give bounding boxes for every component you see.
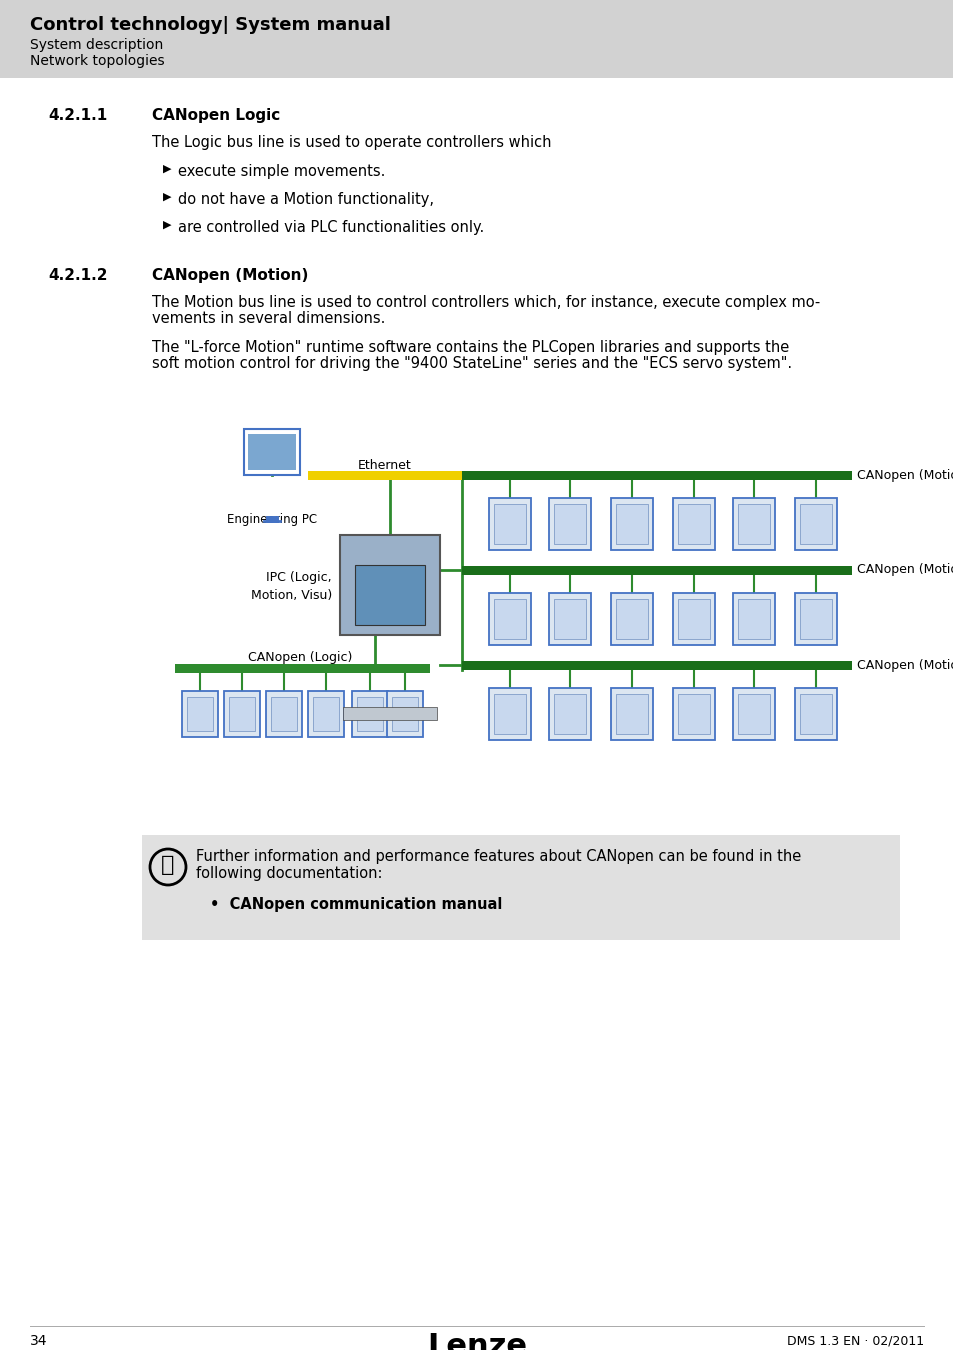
Text: Motion, Visu): Motion, Visu)	[251, 589, 332, 602]
Bar	[554, 504, 585, 544]
Bar	[392, 697, 417, 730]
Bar	[732, 593, 774, 644]
Bar	[244, 429, 299, 475]
Bar	[800, 694, 831, 733]
Bar	[678, 598, 709, 639]
Text: IPC (Logic,: IPC (Logic,	[266, 571, 332, 583]
Bar	[610, 593, 652, 644]
Text: CANopen (Motion)[3]: CANopen (Motion)[3]	[856, 659, 953, 671]
Bar	[0, 0, 953, 78]
Text: Ethernet: Ethernet	[357, 459, 412, 472]
Bar	[548, 593, 590, 644]
Text: Lenze: Lenze	[427, 1332, 526, 1350]
Text: The "L-force Motion" runtime software contains the PLCopen libraries and support: The "L-force Motion" runtime software co…	[152, 340, 788, 355]
Text: •  CANopen communication manual: • CANopen communication manual	[210, 896, 502, 913]
Bar	[308, 690, 344, 737]
Text: Control technology| System manual: Control technology| System manual	[30, 16, 391, 34]
Bar	[738, 694, 769, 733]
Bar	[738, 598, 769, 639]
Bar	[616, 504, 647, 544]
Bar	[794, 593, 836, 644]
Text: Further information and performance features about CANopen can be found in the: Further information and performance feat…	[195, 849, 801, 864]
Text: 34: 34	[30, 1334, 48, 1349]
Bar	[800, 598, 831, 639]
Bar	[387, 690, 422, 737]
Bar	[494, 598, 525, 639]
Bar	[738, 504, 769, 544]
Bar	[672, 687, 714, 740]
Bar	[308, 471, 461, 479]
Bar	[489, 593, 531, 644]
Bar	[187, 697, 213, 730]
Bar	[142, 836, 899, 940]
Text: 4.2.1.2: 4.2.1.2	[48, 269, 108, 284]
Text: CANopen (Motion): CANopen (Motion)	[152, 269, 308, 284]
Text: following documentation:: following documentation:	[195, 865, 382, 882]
Bar	[489, 687, 531, 740]
Bar	[489, 498, 531, 549]
Bar	[548, 687, 590, 740]
Text: DMS 1.3 EN · 02/2011: DMS 1.3 EN · 02/2011	[786, 1334, 923, 1347]
Text: CANopen (Logic): CANopen (Logic)	[248, 651, 352, 664]
Bar	[461, 471, 851, 479]
Bar	[672, 593, 714, 644]
Text: The Motion bus line is used to control controllers which, for instance, execute : The Motion bus line is used to control c…	[152, 296, 820, 310]
Bar	[313, 697, 338, 730]
Text: ▶: ▶	[163, 220, 172, 230]
Text: are controlled via PLC functionalities only.: are controlled via PLC functionalities o…	[178, 220, 484, 235]
Text: CANopen (Motion)[2]: CANopen (Motion)[2]	[856, 563, 953, 576]
Bar	[672, 498, 714, 549]
Text: CANopen (Motion)[1]: CANopen (Motion)[1]	[856, 468, 953, 482]
Bar	[182, 690, 218, 737]
Text: Engineering PC: Engineering PC	[227, 513, 316, 526]
Text: System description: System description	[30, 38, 163, 53]
Bar	[678, 694, 709, 733]
Bar	[554, 598, 585, 639]
Text: The Logic bus line is used to operate controllers which: The Logic bus line is used to operate co…	[152, 135, 551, 150]
Bar	[461, 660, 851, 670]
Bar	[271, 697, 296, 730]
Bar	[794, 687, 836, 740]
Bar	[248, 433, 295, 470]
Text: soft motion control for driving the "9400 StateLine" series and the "ECS servo s: soft motion control for driving the "940…	[152, 356, 791, 371]
Bar	[678, 504, 709, 544]
Bar	[610, 687, 652, 740]
Text: ▶: ▶	[163, 163, 172, 174]
Text: CANopen Logic: CANopen Logic	[152, 108, 280, 123]
Bar	[732, 498, 774, 549]
Text: do not have a Motion functionality,: do not have a Motion functionality,	[178, 192, 434, 207]
Bar	[174, 663, 430, 672]
Bar	[339, 535, 439, 634]
Circle shape	[150, 849, 186, 886]
Text: 4.2.1.1: 4.2.1.1	[48, 108, 107, 123]
Bar	[554, 694, 585, 733]
Bar	[356, 697, 382, 730]
Bar	[494, 694, 525, 733]
Bar	[548, 498, 590, 549]
Bar	[616, 598, 647, 639]
Bar	[352, 690, 388, 737]
Bar	[461, 566, 851, 575]
Bar	[610, 498, 652, 549]
Text: ▶: ▶	[163, 192, 172, 202]
Bar	[229, 697, 254, 730]
Text: ⓘ: ⓘ	[161, 855, 174, 875]
Bar	[266, 690, 302, 737]
Bar	[224, 690, 260, 737]
Bar	[800, 504, 831, 544]
Text: execute simple movements.: execute simple movements.	[178, 163, 385, 180]
Bar	[794, 498, 836, 549]
Bar	[343, 707, 436, 720]
Bar	[494, 504, 525, 544]
Bar	[355, 566, 424, 625]
Bar	[616, 694, 647, 733]
Text: vements in several dimensions.: vements in several dimensions.	[152, 310, 385, 325]
Bar	[732, 687, 774, 740]
Text: Network topologies: Network topologies	[30, 54, 165, 68]
